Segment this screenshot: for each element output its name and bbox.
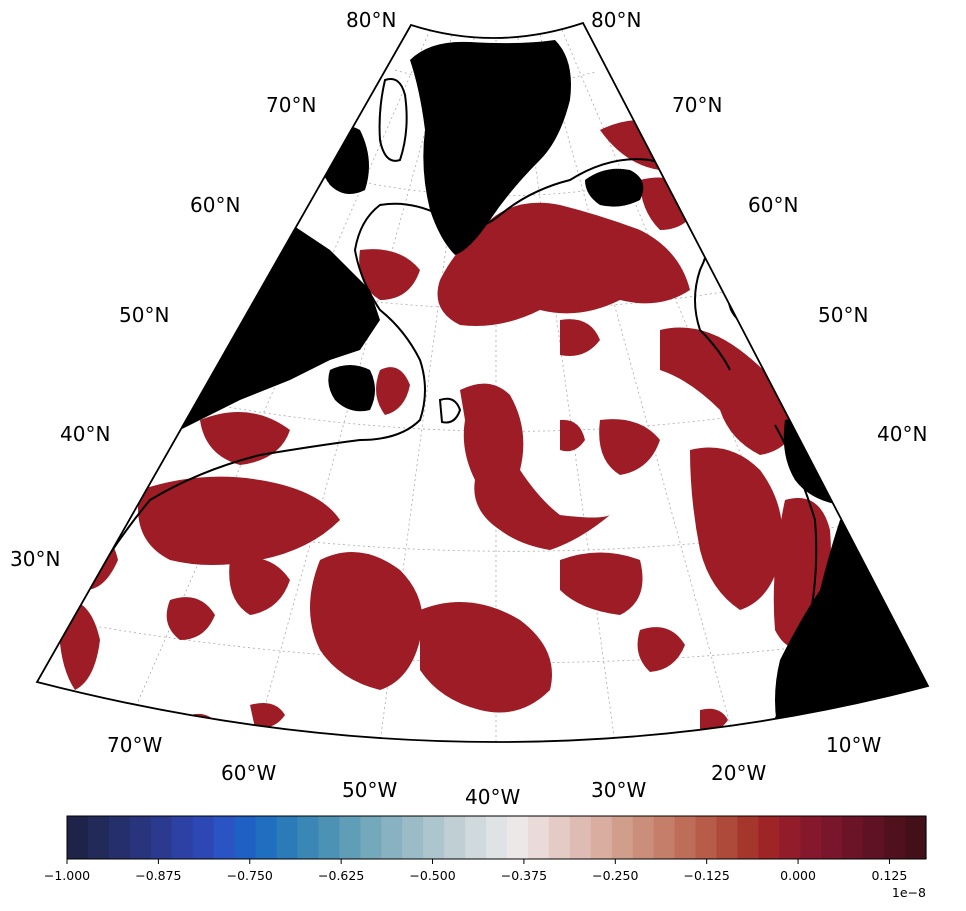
colorbar-swatch — [67, 816, 89, 859]
lat-labels-left: 80°N 70°N 60°N 50°N 40°N 30°N — [10, 8, 396, 571]
colorbar-swatch — [402, 816, 424, 859]
lon-label-40w: 40°W — [465, 785, 520, 809]
colorbar-swatch — [255, 816, 278, 859]
colorbar-swatch — [527, 816, 550, 859]
lon-label-50w: 50°W — [342, 778, 397, 802]
land-europe — [780, 25, 966, 505]
lat-label-60n-left: 60°N — [190, 193, 240, 217]
lat-label-70n-right: 70°N — [672, 93, 722, 117]
lat-labels-right: 80°N 70°N 60°N 50°N 40°N — [591, 8, 927, 446]
colorbar-swatch — [758, 816, 780, 859]
colorbar-swatch — [695, 816, 718, 859]
colorbar-tick-label: −0.250 — [592, 868, 638, 883]
colorbar-swatch — [171, 816, 194, 859]
lat-label-50n-right: 50°N — [818, 303, 868, 327]
lon-label-20w: 20°W — [711, 761, 766, 785]
lat-label-80n-left: 80°N — [346, 8, 396, 32]
colorbar-swatch — [108, 816, 131, 859]
colorbar-swatch — [318, 816, 340, 859]
map-border — [35, 21, 930, 743]
land-newfoundland — [328, 365, 375, 412]
colorbar-swatches — [67, 816, 927, 859]
colorbar-tick-label: −0.750 — [227, 868, 273, 883]
colorbar-swatch — [87, 816, 110, 859]
colorbar-swatch — [506, 816, 529, 859]
colorbar-swatch — [842, 816, 864, 859]
colorbar-swatch — [192, 816, 215, 859]
lat-label-40n-left: 40°N — [60, 422, 110, 446]
colorbar-swatch — [339, 816, 361, 859]
colorbar-exponent: 1e−8 — [892, 885, 926, 900]
colorbar-swatch — [360, 816, 382, 859]
lon-label-30w: 30°W — [591, 778, 646, 802]
colorbar-swatch — [716, 816, 739, 859]
colorbar-tick-label: −0.875 — [135, 868, 181, 883]
colorbar-swatch — [486, 816, 508, 859]
land-greenland — [410, 40, 571, 255]
colorbar-swatch — [150, 816, 173, 859]
lat-label-70n-left: 70°N — [266, 93, 316, 117]
lat-label-60n-right: 60°N — [748, 193, 798, 217]
lon-label-70w: 70°W — [107, 733, 162, 757]
colorbar-swatch — [213, 816, 236, 859]
lon-label-10w: 10°W — [826, 733, 881, 757]
colorbar-tick-label: −0.500 — [409, 868, 455, 883]
colorbar-swatch — [548, 816, 571, 859]
colorbar-swatch — [737, 816, 759, 859]
colorbar-tick-label: 0.125 — [872, 868, 908, 883]
colorbar-swatch — [381, 816, 403, 859]
colorbar-swatch — [884, 816, 906, 859]
colorbar-ticks: −1.000 −0.875 −0.750 −0.625 −0.500 −0.375 −0.2… — [44, 859, 907, 883]
colorbar-swatch — [297, 816, 320, 859]
colorbar-swatch — [590, 816, 613, 859]
colorbar-swatch — [444, 816, 466, 859]
lat-label-40n-right: 40°N — [877, 422, 927, 446]
colorbar-swatch — [821, 816, 843, 859]
colorbar-tick-label: −0.125 — [684, 868, 730, 883]
colorbar-swatch — [423, 816, 445, 859]
lat-label-80n-right: 80°N — [591, 8, 641, 32]
colorbar-swatch — [276, 816, 299, 859]
colorbar-swatch — [234, 816, 257, 859]
colorbar-swatch — [569, 816, 592, 859]
colorbar-tick-label: −0.375 — [501, 868, 547, 883]
colorbar-tick-label: −1.000 — [44, 868, 90, 883]
colorbar-swatch — [674, 816, 697, 859]
colorbar-swatch — [465, 816, 487, 859]
colorbar-swatch — [611, 816, 634, 859]
lat-label-30n-left: 30°N — [10, 547, 60, 571]
map-frame — [35, 21, 966, 743]
lon-label-60w: 60°W — [221, 761, 276, 785]
colorbar: −1.000 −0.875 −0.750 −0.625 −0.500 −0.375 −0.2… — [44, 815, 927, 900]
land-iceland — [585, 168, 644, 207]
lat-label-50n-left: 50°N — [119, 303, 169, 327]
colorbar-border — [66, 815, 927, 860]
lon-labels: 70°W 60°W 50°W 40°W 30°W 20°W 10°W — [107, 733, 881, 809]
colorbar-swatch — [905, 816, 927, 859]
colorbar-swatch — [800, 816, 822, 859]
colorbar-tick-label: 0.000 — [780, 868, 816, 883]
colorbar-swatch — [129, 816, 152, 859]
colorbar-tick-label: −0.625 — [318, 868, 364, 883]
colorbar-swatch — [653, 816, 676, 859]
colorbar-swatch — [863, 816, 885, 859]
colorbar-swatch — [632, 816, 655, 859]
colorbar-swatch — [779, 816, 801, 859]
